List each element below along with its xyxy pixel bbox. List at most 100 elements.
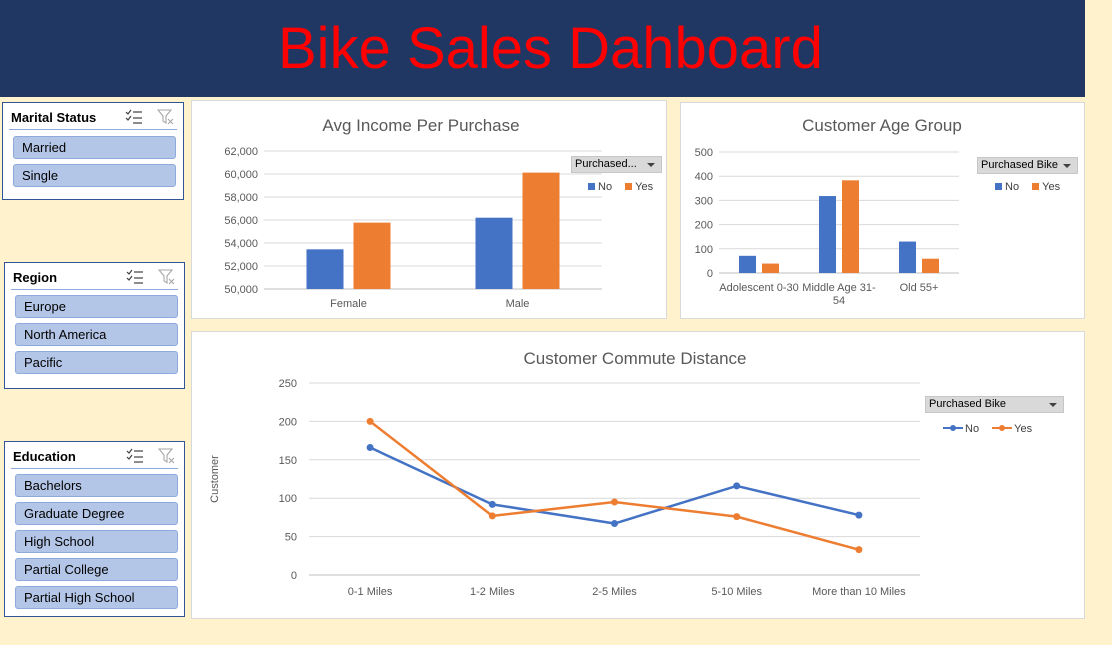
filter-label: Purchased...: [575, 158, 637, 170]
legend-swatch: [588, 183, 595, 190]
point-no-1: [488, 500, 496, 508]
bar-yes-old-55-: [922, 258, 939, 273]
slicer-header: Education: [11, 446, 178, 469]
dropdown-arrow-icon: [1049, 403, 1057, 407]
y-tick-label: 50: [285, 532, 297, 544]
point-no-2: [611, 520, 618, 528]
point-no-4: [855, 511, 863, 519]
bar-yes-male: [522, 172, 560, 289]
bar-no-female: [306, 249, 344, 289]
x-tick-label: Adolescent 0-30: [719, 282, 799, 294]
x-tick-label: Female: [330, 298, 367, 310]
point-yes-2: [611, 498, 618, 506]
y-tick-label: 250: [279, 378, 297, 390]
income-chart: Avg Income Per Purchase 62,000 60,000 58,00…: [224, 116, 602, 310]
age-chart-panel: Customer Age Group 500 400 300 200 100 0 Adoles…: [680, 102, 1085, 319]
x-tick-label: 1-2 Miles: [470, 586, 515, 598]
slicer-item-graduate-degree[interactable]: Graduate Degree: [15, 502, 178, 525]
slicer-item-pacific[interactable]: Pacific: [15, 351, 178, 374]
y-tick-label: 62,000: [224, 146, 258, 158]
legend-line-marker: [943, 424, 963, 432]
point-yes-3: [733, 513, 741, 521]
point-yes-1: [488, 512, 496, 520]
commute-filter-button[interactable]: Purchased Bike: [925, 396, 1064, 413]
slicer-title: Region: [13, 270, 58, 285]
y-tick-label: 200: [279, 416, 297, 428]
slicer-item-north-america[interactable]: North America: [15, 323, 178, 346]
filter-label: Purchased Bike: [981, 159, 1059, 171]
point-no-3: [733, 482, 741, 490]
slicer-item-partial-high-school[interactable]: Partial High School: [15, 586, 178, 609]
age-legend: No Yes: [995, 181, 1070, 193]
legend-item-yes: Yes: [1032, 181, 1060, 193]
clear-filter-icon[interactable]: [158, 448, 176, 464]
legend-swatch: [1032, 183, 1040, 190]
bar-no-middle-age-31-54: [819, 196, 836, 273]
dropdown-arrow-icon: [1063, 164, 1071, 168]
y-tick-label: 500: [695, 147, 713, 159]
legend-label-yes: Yes: [635, 181, 654, 193]
y-tick-label: 56,000: [224, 215, 258, 227]
point-no-0: [366, 444, 374, 452]
legend-line-marker: [992, 424, 1013, 432]
legend-item-no: No: [943, 423, 979, 435]
slicer-item-europe[interactable]: Europe: [15, 295, 178, 318]
bar-yes-adolescent-0-30: [762, 263, 779, 273]
slicer-title: Education: [13, 449, 76, 464]
y-tick-label: 150: [279, 455, 297, 467]
slicer-item-married[interactable]: Married: [13, 136, 176, 159]
commute-chart-panel: Customer Commute Distance Customer 250 200 1…: [191, 331, 1085, 619]
income-filter-button[interactable]: Purchased...: [571, 156, 662, 173]
y-tick-label: 50,000: [224, 284, 258, 296]
y-tick-label: 100: [279, 493, 297, 505]
multi-select-icon[interactable]: [126, 448, 144, 464]
x-tick-label: More than 10 Miles: [812, 586, 906, 598]
legend-label-yes: Yes: [1014, 423, 1033, 435]
income-chart-panel: Avg Income Per Purchase 62,000 60,000 58,00…: [191, 100, 667, 319]
y-tick-label: 200: [695, 220, 713, 232]
chart-title: Avg Income Per Purchase: [322, 116, 519, 135]
slicer-header: Marital Status: [9, 107, 177, 130]
legend-label-no: No: [965, 423, 980, 435]
y-tick-label: 60,000: [224, 169, 258, 181]
slicer-region: Region Europe North America Pacific: [4, 262, 185, 389]
clear-filter-icon[interactable]: [158, 269, 176, 285]
x-tick-label: 2-5 Miles: [592, 586, 637, 598]
chart-title: Customer Age Group: [802, 116, 962, 135]
slicer-header: Region: [11, 267, 178, 290]
slicer-education: Education Bachelors Graduate Degree High…: [4, 441, 185, 617]
y-tick-label: 400: [695, 171, 713, 183]
bar-no-old-55-: [899, 241, 916, 273]
series-line-no: [369, 446, 860, 525]
slicer-marital-status: Marital Status Married Single: [2, 102, 184, 200]
slicer-item-partial-college[interactable]: Partial College: [15, 558, 178, 581]
slicer-title: Marital Status: [11, 110, 97, 125]
slicer-item-high-school[interactable]: High School: [15, 530, 178, 553]
age-filter-button[interactable]: Purchased Bike: [977, 157, 1078, 174]
y-tick-label: 58,000: [224, 192, 258, 204]
y-tick-label: 0: [707, 268, 713, 280]
x-tick-label: 0-1 Miles: [348, 586, 393, 598]
clear-filter-icon[interactable]: [157, 109, 175, 125]
bar-no-adolescent-0-30: [739, 255, 756, 273]
y-tick-label: 300: [695, 195, 713, 207]
multi-select-icon[interactable]: [125, 109, 143, 125]
x-tick-label: 54: [833, 295, 845, 307]
multi-select-icon[interactable]: [126, 269, 144, 285]
x-tick-label: Middle Age 31-: [802, 282, 876, 294]
commute-legend: No Yes: [943, 423, 1042, 435]
legend-swatch: [995, 183, 1002, 190]
slicer-item-single[interactable]: Single: [13, 164, 176, 187]
income-legend: No Yes: [588, 181, 663, 193]
y-tick-label: 54,000: [224, 238, 258, 250]
y-tick-label: 0: [291, 570, 297, 582]
legend-item-yes: Yes: [625, 181, 653, 193]
slicer-item-bachelors[interactable]: Bachelors: [15, 474, 178, 497]
legend-label-yes: Yes: [1042, 181, 1061, 193]
legend-item-yes: Yes: [992, 423, 1032, 435]
point-yes-0: [366, 417, 374, 425]
legend-item-no: No: [995, 181, 1019, 193]
point-yes-4: [855, 546, 863, 554]
x-tick-label: Old 55+: [900, 282, 939, 294]
age-chart: Customer Age Group 500 400 300 200 100 0 Adoles…: [695, 116, 962, 307]
